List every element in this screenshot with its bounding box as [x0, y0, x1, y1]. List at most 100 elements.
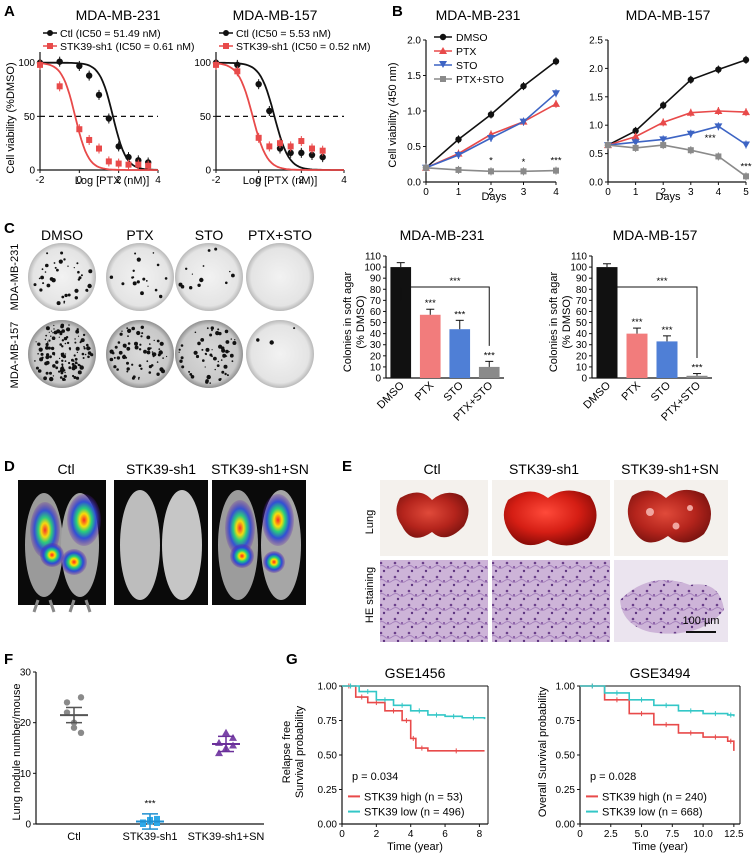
- colony: [79, 365, 84, 370]
- significance-mark: ***: [449, 276, 460, 287]
- colony: [64, 342, 67, 345]
- data-point: [455, 166, 462, 173]
- panel-f-chart: 0 10 20 30 Ctl STK39-sh1 STK39-sh1+SN ***: [20, 668, 265, 844]
- colony: [127, 335, 129, 337]
- colony: [118, 350, 123, 355]
- colony: [72, 365, 76, 368]
- x-tick-label: -2: [36, 175, 45, 186]
- survival-curve: [342, 685, 486, 720]
- colony: [139, 343, 142, 346]
- y-tick-label: 1.00: [556, 682, 576, 693]
- significance-mark: ***: [144, 798, 155, 809]
- colony: [84, 353, 87, 356]
- colony: [193, 350, 198, 355]
- colony: [214, 368, 216, 371]
- colony: [180, 356, 184, 360]
- colony: [205, 380, 209, 384]
- colony: [226, 374, 229, 377]
- y-tick-label: 2.0: [589, 64, 603, 75]
- x-tick-label: 2: [299, 175, 305, 186]
- panel-a-title-2: MDA-MB-157: [233, 7, 318, 23]
- colony: [38, 277, 41, 280]
- data-point: [105, 115, 113, 122]
- data-point: [423, 164, 429, 171]
- colony: [152, 352, 157, 357]
- colony: [146, 360, 149, 363]
- colony: [232, 341, 237, 345]
- data-point: [487, 134, 495, 142]
- legend-label: Ctl (IC50 = 5.53 nM): [236, 28, 331, 40]
- colony: [212, 327, 214, 329]
- culture-dish: [246, 320, 314, 388]
- colony: [59, 343, 62, 346]
- colony: [109, 275, 114, 279]
- y-tick-label: 0: [581, 374, 587, 385]
- y-tick-label: 30: [576, 340, 588, 351]
- legend-marker: [223, 43, 229, 49]
- x-tick-label: 0: [577, 829, 583, 840]
- colony: [76, 262, 79, 265]
- y-tick-label: 40: [576, 329, 588, 340]
- x-tick-label: 6: [442, 829, 448, 840]
- culture-dish: [106, 320, 174, 388]
- data-point: [742, 108, 750, 116]
- colony: [83, 345, 85, 348]
- y-tick-label: 30: [20, 668, 32, 679]
- colony: [221, 370, 225, 374]
- colony: [131, 363, 134, 366]
- legend-marker-dmso: [439, 33, 447, 41]
- colony: [62, 377, 66, 381]
- colony: [197, 341, 201, 346]
- colony: [220, 359, 223, 361]
- colony-dishes: [28, 243, 314, 388]
- legend-marker-ptxsto: [440, 76, 446, 82]
- colony: [49, 371, 52, 375]
- legend-label: STK39 low (n = 496): [364, 807, 465, 819]
- x-tick-label: 8: [477, 829, 483, 840]
- colony: [45, 355, 50, 360]
- y-tick-label: 0.75: [318, 716, 338, 727]
- colony: [62, 352, 65, 355]
- colony: [63, 300, 66, 303]
- colony: [49, 376, 54, 382]
- data-point: [140, 819, 146, 826]
- colony-row-231: MDA-MB-231: [9, 244, 21, 311]
- colony: [58, 370, 61, 373]
- colony: [45, 346, 49, 350]
- colony: [54, 266, 57, 269]
- colony: [134, 341, 138, 346]
- y-tick-label: 10: [576, 362, 588, 373]
- data-point: [276, 145, 284, 152]
- colony-header-ptx: PTX: [126, 227, 154, 243]
- colony: [148, 365, 152, 369]
- bar: [686, 375, 708, 378]
- colony: [207, 249, 211, 252]
- y-tick-label: 100: [570, 263, 587, 274]
- lung-header-sh1: STK39-sh1: [509, 461, 579, 477]
- p-value: p = 0.034: [352, 771, 398, 783]
- data-point: [488, 168, 494, 175]
- panel-b-title-1: MDA-MB-231: [436, 7, 521, 23]
- colony: [37, 353, 39, 355]
- colony: [204, 366, 206, 368]
- colony: [131, 326, 135, 331]
- panel-g-ylabel-1a: Relapse free: [281, 721, 293, 783]
- colony: [206, 374, 211, 380]
- bioluminescence-signal: [225, 500, 255, 556]
- y-tick-label: 20: [20, 718, 32, 729]
- panel-c-chart-1: 0102030405060708090100110DMSO***PTX***ST…: [364, 252, 504, 424]
- colony: [86, 289, 89, 292]
- colony: [209, 382, 211, 384]
- colony: [61, 329, 65, 333]
- x-tick-label: 1: [633, 187, 639, 198]
- data-point: [631, 132, 640, 140]
- data-point: [86, 136, 93, 143]
- y-tick-label: 20: [576, 351, 588, 362]
- data-point: [319, 147, 326, 154]
- data-point: [686, 108, 695, 116]
- colony: [83, 347, 86, 350]
- bar: [656, 341, 678, 378]
- colony: [180, 284, 185, 289]
- colony: [229, 353, 234, 358]
- colony: [147, 347, 151, 351]
